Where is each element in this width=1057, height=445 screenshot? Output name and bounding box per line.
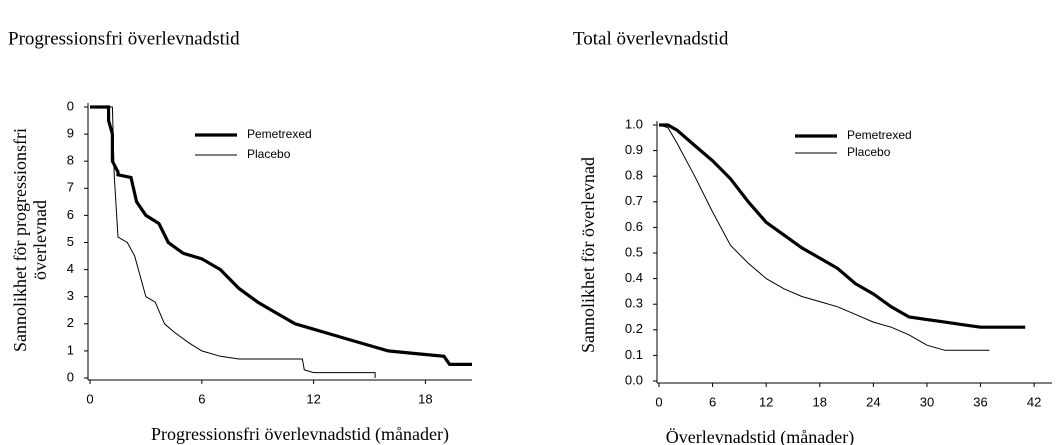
- y-axis-label: överlevnad: [30, 200, 50, 280]
- y-axis-label: Sannolikhet för progressionsfri: [10, 128, 30, 352]
- survival-curve: [659, 123, 1026, 329]
- chart-title: Total överlevnadstid: [573, 28, 729, 49]
- legend-label: Pemetrexed: [247, 127, 312, 141]
- x-tick-label: 6: [709, 394, 716, 409]
- x-axis-label: Progressionsfri överlevnadstid (månader): [151, 424, 449, 445]
- y-tick-label: 2: [67, 315, 74, 330]
- x-axis-label: Överlevnadstid (månader): [666, 427, 854, 445]
- y-tick-label: 1.0: [625, 116, 643, 131]
- y-tick-label: 0.6: [625, 219, 643, 234]
- y-tick-label: 3: [67, 288, 74, 303]
- y-tick-label: 0: [67, 369, 74, 384]
- y-tick-label: 0.9: [625, 142, 643, 157]
- survival-curve: [90, 105, 472, 366]
- y-tick-label: 8: [67, 153, 74, 168]
- x-tick-label: 0: [86, 391, 93, 406]
- y-tick-label: 0.4: [625, 270, 643, 285]
- y-axis-label: Sannolikhet för överlevnad: [578, 157, 598, 353]
- x-tick-label: 42: [1027, 394, 1041, 409]
- y-tick-label: 0.0: [625, 372, 643, 387]
- x-tick-label: 12: [759, 394, 773, 409]
- y-tick-label: 4: [67, 261, 74, 276]
- y-tick-label: 7: [67, 180, 74, 195]
- y-tick-label: 6: [67, 207, 74, 222]
- x-tick-label: 18: [813, 394, 827, 409]
- legend-label: Placebo: [847, 145, 891, 159]
- y-tick-label: 0.1: [625, 347, 643, 362]
- chart-title: Progressionsfri överlevnadstid: [8, 28, 240, 49]
- y-tick-label: 0: [67, 98, 74, 113]
- x-tick-label: 18: [418, 391, 432, 406]
- survival-curve: [658, 124, 990, 351]
- y-tick-label: 5: [67, 234, 74, 249]
- x-tick-label: 0: [655, 394, 662, 409]
- y-tick-label: 0.5: [625, 244, 643, 259]
- legend-label: Pemetrexed: [847, 128, 912, 142]
- x-tick-label: 36: [973, 394, 987, 409]
- x-tick-label: 24: [866, 394, 880, 409]
- survival-curve: [90, 106, 376, 378]
- x-tick-label: 12: [306, 391, 320, 406]
- y-tick-label: 0.7: [625, 193, 643, 208]
- legend-label: Placebo: [247, 147, 291, 161]
- y-tick-label: 0.8: [625, 168, 643, 183]
- x-tick-label: 30: [920, 394, 934, 409]
- y-tick-label: 0.3: [625, 296, 643, 311]
- y-tick-label: 9: [67, 126, 74, 141]
- y-tick-label: 0.2: [625, 321, 643, 336]
- y-tick-label: 1: [67, 342, 74, 357]
- x-tick-label: 6: [198, 391, 205, 406]
